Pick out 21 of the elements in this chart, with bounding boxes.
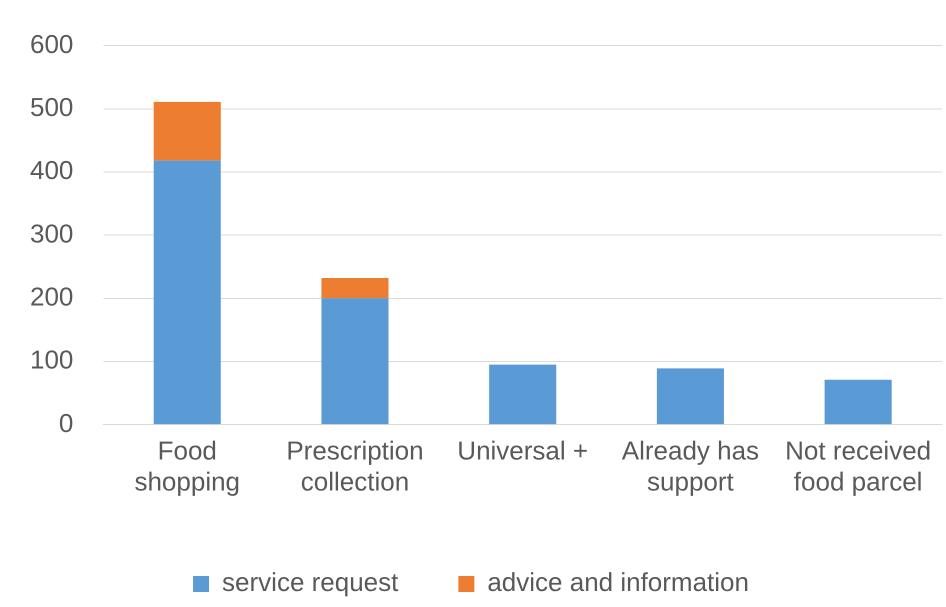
x-tick-label: Food shopping	[134, 435, 240, 497]
bar	[154, 102, 221, 161]
y-tick-label: 500	[30, 92, 74, 122]
y-tick-label: 300	[30, 218, 74, 248]
x-tick-label: Already has support	[622, 435, 760, 497]
bar	[824, 380, 892, 424]
legend-label: service request	[222, 567, 400, 598]
legend-label: advice and information	[487, 567, 749, 598]
bar	[321, 298, 389, 424]
y-tick-label: 400	[30, 155, 74, 186]
y-tick-label: 600	[30, 28, 74, 59]
x-tick-label: Universal +	[457, 435, 588, 466]
y-tick-label: 200	[30, 281, 74, 312]
x-tick-label: Not received food parcel	[785, 435, 932, 497]
bar	[656, 368, 724, 424]
bar	[154, 160, 221, 424]
bar	[321, 278, 389, 298]
y-tick-label: 0	[58, 408, 74, 438]
bar	[489, 364, 556, 424]
x-tick-label: Prescription collection	[286, 435, 424, 497]
y-tick-label: 100	[30, 344, 74, 375]
